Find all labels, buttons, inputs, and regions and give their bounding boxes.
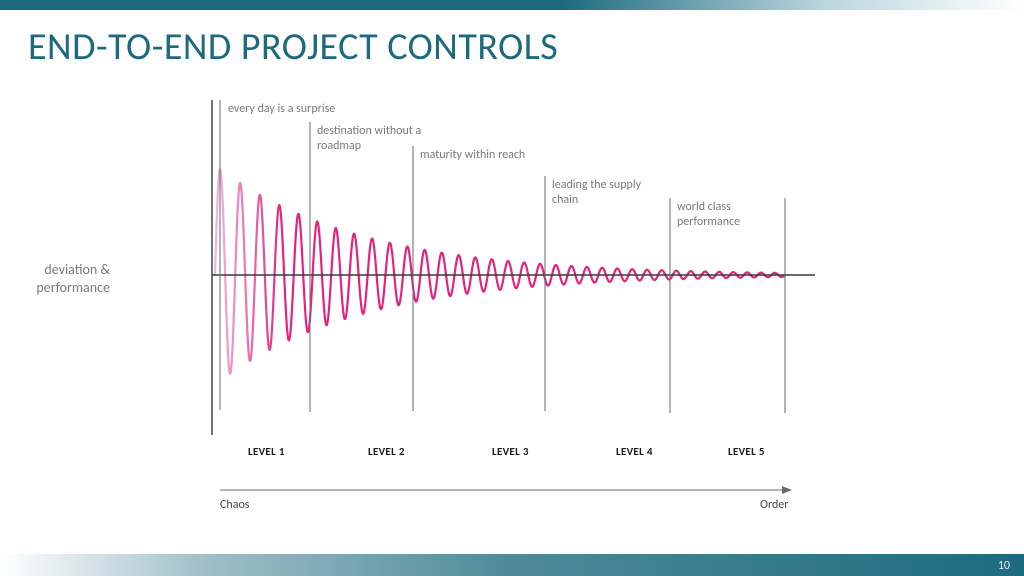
axis-start-label: Chaos: [220, 498, 249, 512]
bottom-accent-bar: 10: [0, 554, 1024, 576]
level-label-4: LEVEL 4: [616, 445, 653, 458]
annotation-2: destination without a roadmap: [317, 124, 427, 154]
maturity-wave-chart: deviation & performance every day is a s…: [120, 100, 900, 530]
level-label-3: LEVEL 3: [492, 445, 529, 458]
annotation-5: world class performance: [677, 200, 787, 230]
annotation-1: every day is a surprise: [228, 102, 338, 117]
top-accent-bar: [0, 0, 1024, 10]
page-number: 10: [998, 559, 1010, 573]
level-label-1: LEVEL 1: [248, 445, 285, 458]
annotation-4: leading the supply chain: [552, 178, 662, 208]
level-label-2: LEVEL 2: [368, 445, 405, 458]
y-axis-label: deviation & performance: [10, 261, 110, 296]
axis-end-label: Order: [760, 498, 788, 512]
page-title: END-TO-END PROJECT CONTROLS: [28, 24, 558, 70]
annotation-3: maturity within reach: [420, 148, 530, 163]
level-label-5: LEVEL 5: [728, 445, 765, 458]
chart-svg: [120, 100, 900, 530]
